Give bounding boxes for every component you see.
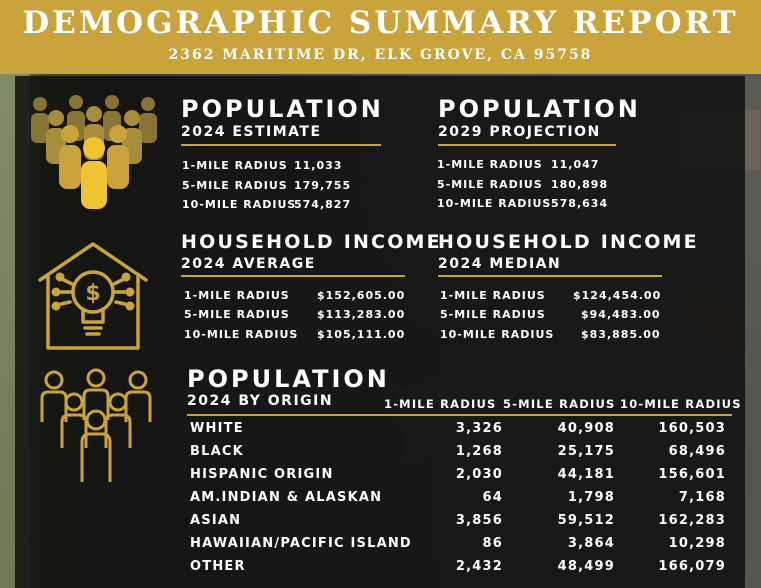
- people-crowd-icon: [31, 95, 157, 209]
- origin-col-1-header: 1-MILE RADIUS: [384, 397, 497, 411]
- origin-row-value: 156,601: [658, 467, 726, 482]
- row-label: 10-MILE RADIUS: [440, 328, 555, 341]
- origin-row-value: 2,432: [455, 559, 503, 574]
- origin-row-value: 3,326: [455, 421, 503, 436]
- origin-row-value: 3,856: [455, 513, 503, 528]
- divider-rule: [438, 275, 662, 277]
- row-value: 578,634: [551, 197, 609, 210]
- row-label: 10-MILE RADIUS: [184, 328, 299, 341]
- origin-row-label: HISPANIC ORIGIN: [190, 467, 334, 482]
- origin-row-label: WHITE: [190, 421, 244, 436]
- divider-rule: [438, 144, 616, 146]
- origin-row: AM.INDIAN & ALASKAN 64 1,798 7,168: [188, 490, 728, 510]
- origin-row-value: 162,283: [658, 513, 726, 528]
- row-value: 11,033: [294, 159, 343, 172]
- origin-row-label: ASIAN: [190, 513, 242, 528]
- row-value: 574,827: [294, 198, 352, 211]
- origin-row: WHITE 3,326 40,908 160,503: [188, 421, 728, 441]
- svg-text:$: $: [85, 281, 100, 306]
- row-value: $124,454.00: [573, 289, 662, 302]
- row-label: 5-MILE RADIUS: [182, 179, 288, 192]
- origin-row-value: 7,168: [678, 490, 726, 505]
- origin-row-label: BLACK: [190, 444, 244, 459]
- origin-row-value: 2,030: [455, 467, 503, 482]
- origin-row-value: 160,503: [658, 421, 726, 436]
- row-value: $113,283.00: [317, 308, 406, 321]
- pop-2024-subtitle: 2024 ESTIMATE: [181, 124, 322, 140]
- origin-row: HISPANIC ORIGIN 2,030 44,181 156,601: [188, 467, 728, 487]
- row-label: 5-MILE RADIUS: [440, 308, 546, 321]
- origin-row-label: AM.INDIAN & ALASKAN: [190, 490, 383, 505]
- origin-row-value: 1,798: [567, 490, 615, 505]
- house-lightbulb-dollar-icon: $: [38, 242, 148, 350]
- origin-row: ASIAN 3,856 59,512 162,283: [188, 513, 728, 533]
- origin-row-value: 68,496: [668, 444, 726, 459]
- divider-rule: [181, 144, 381, 146]
- row-label: 10-MILE RADIUS: [437, 197, 552, 210]
- report-title: DEMOGRAPHIC SUMMARY REPORT: [22, 5, 739, 41]
- row-value: 180,898: [551, 178, 609, 191]
- row-value: 179,755: [294, 179, 352, 192]
- hh-median-subtitle: 2024 MEDIAN: [438, 256, 562, 272]
- row-label: 1-MILE RADIUS: [437, 158, 543, 171]
- row-label: 5-MILE RADIUS: [437, 178, 543, 191]
- hh-avg-title: HOUSEHOLD INCOME: [181, 231, 442, 253]
- origin-row-value: 10,298: [668, 536, 726, 551]
- report-header: DEMOGRAPHIC SUMMARY REPORT 2362 MARITIME…: [0, 0, 761, 74]
- row-label: 1-MILE RADIUS: [184, 289, 290, 302]
- row-value: $152,605.00: [317, 289, 406, 302]
- origin-row-value: 86: [482, 536, 503, 551]
- origin-row-label: OTHER: [190, 559, 246, 574]
- origin-row: HAWAIIAN/PACIFIC ISLAND 86 3,864 10,298: [188, 536, 728, 556]
- origin-row-value: 64: [482, 490, 503, 505]
- hh-median-title: HOUSEHOLD INCOME: [438, 231, 699, 253]
- pop-2029-subtitle: 2029 PROJECTION: [438, 124, 601, 140]
- row-label: 5-MILE RADIUS: [184, 308, 290, 321]
- row-label: 10-MILE RADIUS: [182, 198, 297, 211]
- row-value: $83,885.00: [581, 328, 661, 341]
- origin-row-value: 166,079: [658, 559, 726, 574]
- divider-rule: [181, 275, 405, 277]
- origin-col-2-header: 5-MILE RADIUS: [503, 397, 616, 411]
- row-value: $94,483.00: [581, 308, 661, 321]
- hh-avg-subtitle: 2024 AVERAGE: [181, 256, 316, 272]
- origin-title: POPULATION: [187, 365, 390, 393]
- pop-2029-title: POPULATION: [438, 95, 641, 123]
- origin-subtitle: 2024 BY ORIGIN: [187, 393, 334, 409]
- origin-row-value: 59,512: [557, 513, 615, 528]
- origin-row: BLACK 1,268 25,175 68,496: [188, 444, 728, 464]
- origin-col-3-header: 10-MILE RADIUS: [620, 397, 742, 411]
- origin-row-value: 3,864: [567, 536, 615, 551]
- origin-row-value: 40,908: [557, 421, 615, 436]
- row-label: 1-MILE RADIUS: [182, 159, 288, 172]
- origin-row-value: 44,181: [557, 467, 615, 482]
- origin-row-value: 25,175: [557, 444, 615, 459]
- row-value: 11,047: [551, 158, 600, 171]
- origin-row-value: 48,499: [557, 559, 615, 574]
- property-address: 2362 MARITIME DR, ELK GROVE, CA 95758: [168, 47, 593, 63]
- divider-rule: [187, 414, 732, 416]
- pop-2024-title: POPULATION: [181, 95, 384, 123]
- origin-row-value: 1,268: [455, 444, 503, 459]
- row-label: 1-MILE RADIUS: [440, 289, 546, 302]
- origin-row-label: HAWAIIAN/PACIFIC ISLAND: [190, 536, 412, 551]
- row-value: $105,111.00: [317, 328, 406, 341]
- origin-row: OTHER 2,432 48,499 166,079: [188, 559, 728, 579]
- people-group-icon: [40, 368, 152, 482]
